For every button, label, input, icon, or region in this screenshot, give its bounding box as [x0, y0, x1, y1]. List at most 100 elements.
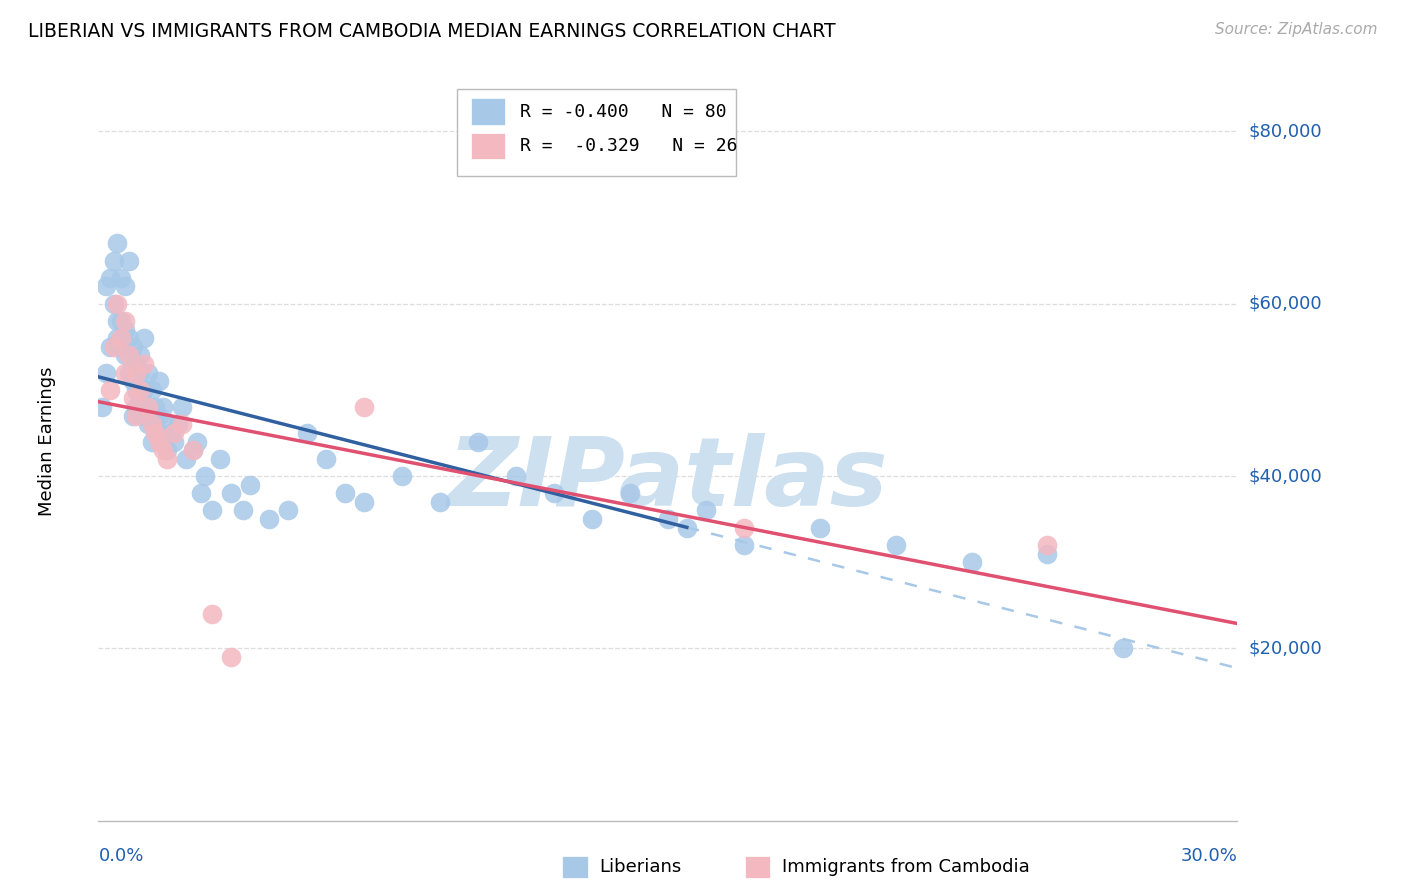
Point — [103, 340, 125, 354]
Point — [183, 443, 205, 458]
Point — [695, 503, 717, 517]
Point — [125, 383, 148, 397]
Point — [129, 383, 152, 397]
Text: Median Earnings: Median Earnings — [38, 367, 56, 516]
Point — [107, 296, 129, 310]
Point — [221, 649, 243, 664]
Point — [98, 270, 121, 285]
Point — [808, 521, 831, 535]
Text: Source: ZipAtlas.com: Source: ZipAtlas.com — [1215, 22, 1378, 37]
Text: Liberians: Liberians — [599, 858, 681, 876]
Point — [315, 451, 337, 466]
Point — [884, 538, 907, 552]
Point — [107, 236, 129, 251]
Point — [114, 279, 136, 293]
Point — [103, 296, 125, 310]
Text: $60,000: $60,000 — [1249, 294, 1322, 313]
Text: 30.0%: 30.0% — [1181, 847, 1237, 865]
Point — [163, 425, 186, 440]
Point — [110, 270, 132, 285]
Point — [118, 348, 141, 362]
Point — [676, 521, 699, 535]
Point — [297, 425, 319, 440]
Point — [136, 417, 159, 432]
Point — [156, 451, 179, 466]
Point — [125, 357, 148, 371]
Point — [159, 425, 181, 440]
Point — [125, 366, 148, 380]
Point — [121, 392, 143, 406]
Point — [129, 366, 152, 380]
Point — [429, 495, 451, 509]
Point — [221, 486, 243, 500]
Point — [335, 486, 357, 500]
Point — [657, 512, 679, 526]
Point — [201, 607, 224, 621]
Point — [259, 512, 281, 526]
Text: Immigrants from Cambodia: Immigrants from Cambodia — [782, 858, 1029, 876]
Text: $40,000: $40,000 — [1249, 467, 1322, 485]
Point — [201, 503, 224, 517]
Point — [167, 417, 190, 432]
Point — [353, 400, 375, 414]
Point — [94, 279, 117, 293]
Point — [132, 357, 155, 371]
Point — [152, 434, 174, 449]
Point — [619, 486, 641, 500]
Point — [170, 400, 193, 414]
Point — [98, 383, 121, 397]
Point — [239, 477, 262, 491]
Point — [91, 400, 114, 414]
Point — [174, 451, 197, 466]
Point — [543, 486, 565, 500]
Point — [145, 425, 167, 440]
Point — [152, 400, 174, 414]
Text: ZIPatlas: ZIPatlas — [447, 433, 889, 526]
Point — [156, 443, 179, 458]
Point — [152, 443, 174, 458]
Point — [163, 434, 186, 449]
Point — [121, 340, 143, 354]
Point — [114, 366, 136, 380]
Point — [733, 521, 755, 535]
Point — [114, 348, 136, 362]
Point — [960, 555, 983, 569]
Point — [208, 451, 231, 466]
Point — [1036, 547, 1059, 561]
Point — [170, 417, 193, 432]
Point — [733, 538, 755, 552]
Text: R = -0.400   N = 80: R = -0.400 N = 80 — [520, 103, 727, 120]
Text: R =  -0.329   N = 26: R = -0.329 N = 26 — [520, 136, 737, 155]
Point — [505, 469, 527, 483]
Bar — [471, 133, 505, 159]
Text: $80,000: $80,000 — [1249, 122, 1322, 140]
Point — [145, 400, 167, 414]
Point — [148, 374, 170, 388]
Point — [114, 314, 136, 328]
Point — [190, 486, 212, 500]
Point — [141, 383, 163, 397]
Point — [121, 374, 143, 388]
Point — [114, 322, 136, 336]
Point — [183, 443, 205, 458]
Point — [107, 331, 129, 345]
Text: LIBERIAN VS IMMIGRANTS FROM CAMBODIA MEDIAN EARNINGS CORRELATION CHART: LIBERIAN VS IMMIGRANTS FROM CAMBODIA MED… — [28, 22, 835, 41]
Point — [194, 469, 217, 483]
Point — [186, 434, 208, 449]
Point — [136, 400, 159, 414]
Point — [110, 331, 132, 345]
Point — [1112, 641, 1135, 656]
Point — [148, 434, 170, 449]
Point — [107, 314, 129, 328]
Point — [118, 253, 141, 268]
Point — [129, 392, 152, 406]
Point — [232, 503, 254, 517]
Point — [132, 383, 155, 397]
Point — [141, 417, 163, 432]
Point — [125, 409, 148, 423]
Point — [103, 253, 125, 268]
Point — [129, 348, 152, 362]
Point — [148, 409, 170, 423]
Point — [110, 340, 132, 354]
Point — [125, 400, 148, 414]
